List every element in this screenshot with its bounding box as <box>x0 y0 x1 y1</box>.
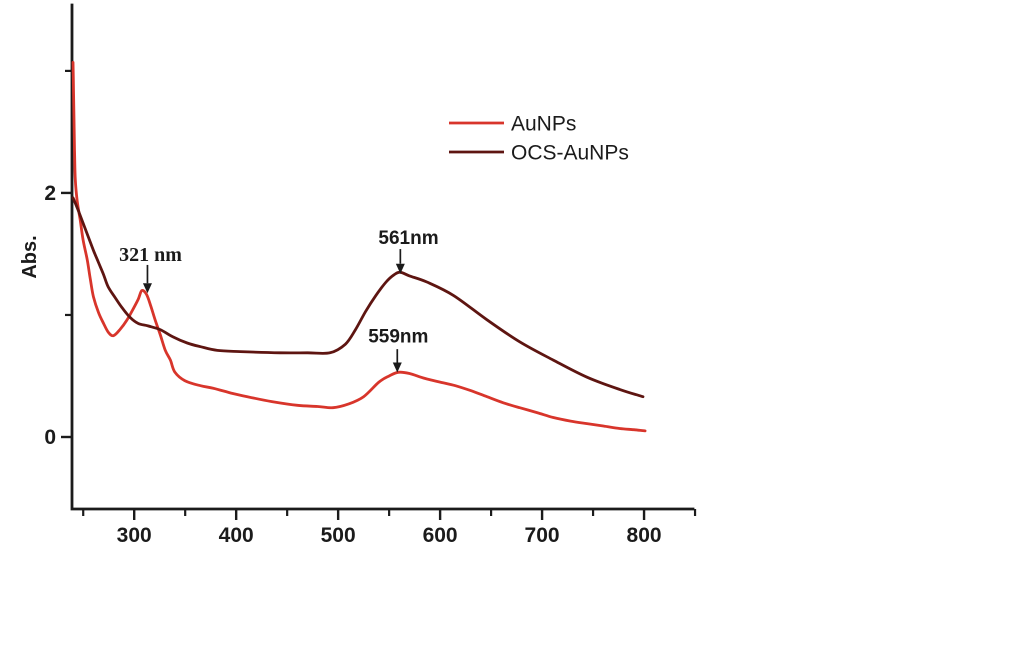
y-tick-label: 2 <box>44 182 56 205</box>
legend-entry-label: OCS-AuNPs <box>511 142 629 165</box>
series-curve-ocs-aunps <box>71 196 645 399</box>
annotation-arrowhead-icon <box>395 263 405 274</box>
axes-lines <box>70 3 695 511</box>
annotation-label: 559nm <box>368 327 428 348</box>
annotation-label: 321 nm <box>119 244 182 266</box>
legend-entry-label: AuNPs <box>511 113 576 136</box>
x-tick-label: 800 <box>627 524 662 547</box>
series-curve-aunps <box>71 60 647 433</box>
annotation-arrowhead-icon <box>392 362 402 373</box>
x-tick-label: 500 <box>321 524 356 547</box>
y-axis-title: Abs. <box>19 235 41 278</box>
x-tick-label: 400 <box>219 524 254 547</box>
x-tick-label: 600 <box>423 524 458 547</box>
x-tick-label: 700 <box>525 524 560 547</box>
annotation-label: 561nm <box>378 228 438 249</box>
annotation-arrowhead-icon <box>142 283 152 294</box>
x-tick-label: 300 <box>117 524 152 547</box>
y-tick-label: 0 <box>44 426 56 449</box>
